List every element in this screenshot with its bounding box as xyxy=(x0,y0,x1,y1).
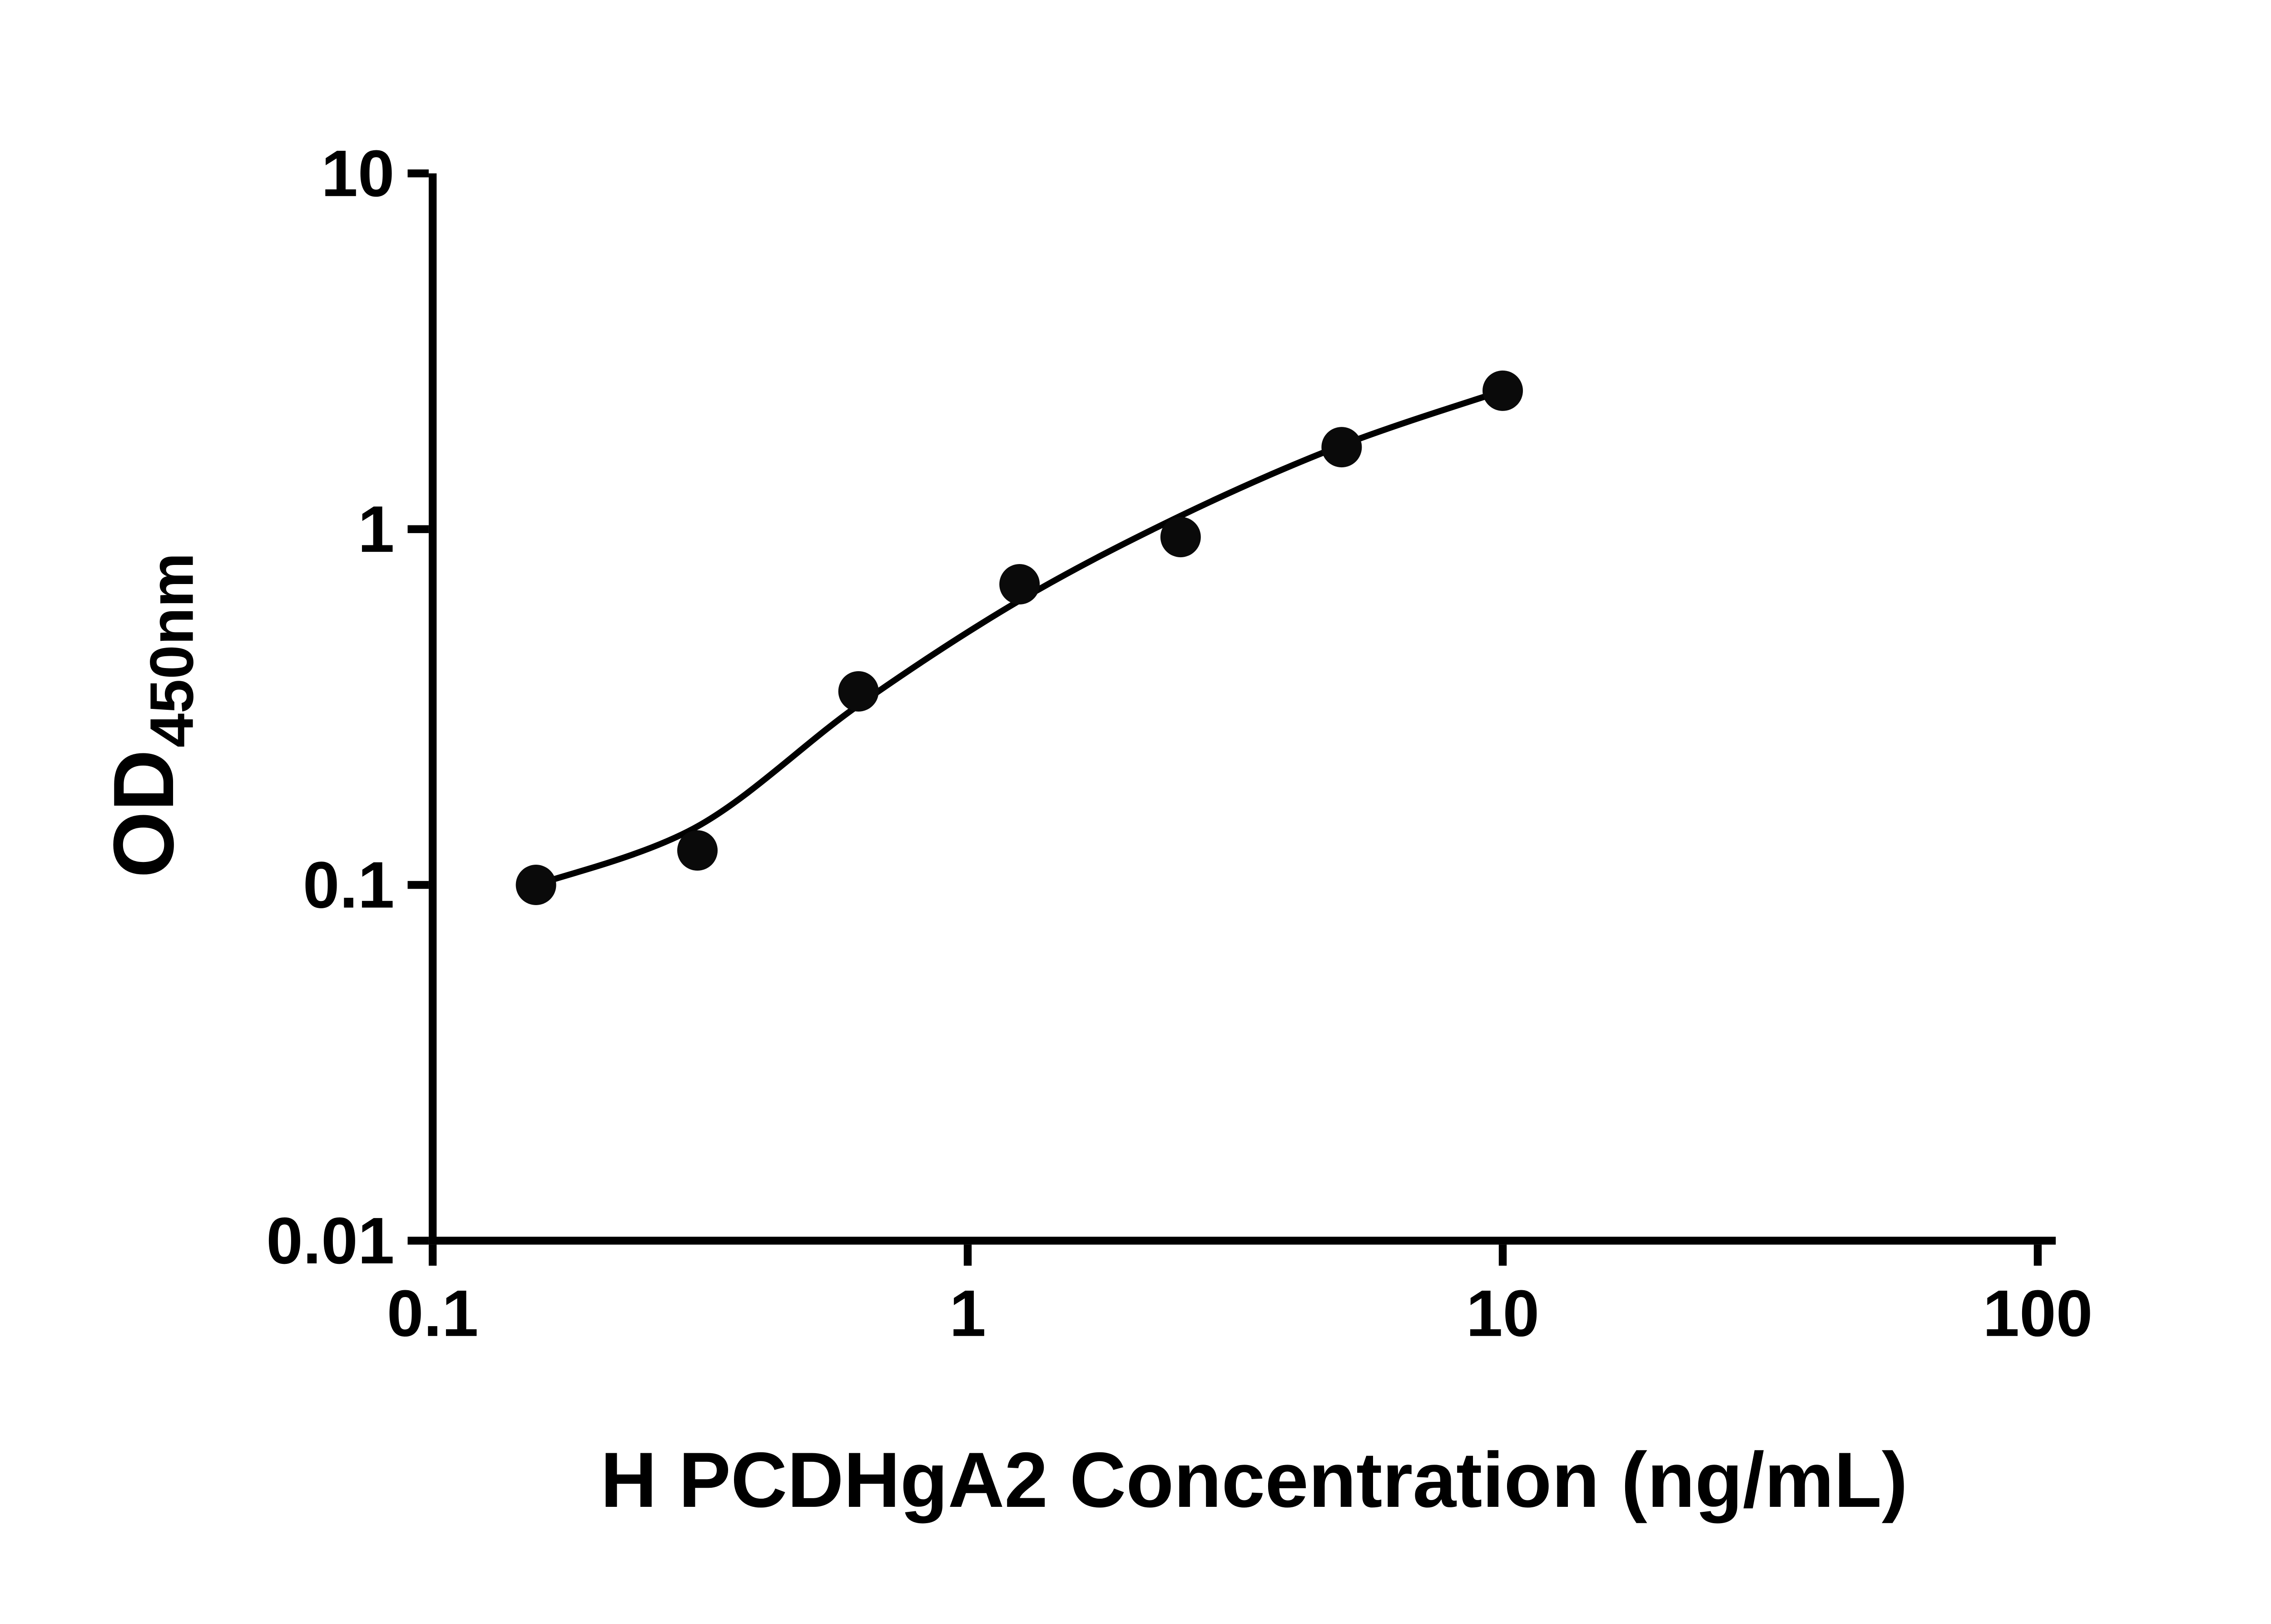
data-point xyxy=(677,830,718,871)
x-tick-label: 100 xyxy=(1983,1277,2092,1350)
x-tick-label: 10 xyxy=(1466,1277,1539,1350)
y-tick-label: 0.1 xyxy=(303,848,395,922)
x-tick-label: 1 xyxy=(949,1277,986,1350)
data-point xyxy=(1483,370,1523,411)
x-axis-title: H PCDHgA2 Concentration (ng/mL) xyxy=(600,1436,1908,1524)
y-axis-title-main: OD xyxy=(95,749,191,878)
data-point xyxy=(999,564,1040,605)
data-point xyxy=(516,865,556,906)
fit-curve-line xyxy=(535,387,1504,888)
data-point xyxy=(1160,517,1201,558)
data-point xyxy=(1321,427,1362,468)
tick-marks xyxy=(407,169,2042,1266)
y-axis-title-subscript: 450nm xyxy=(137,553,206,748)
y-tick-label: 10 xyxy=(321,137,394,210)
data-point xyxy=(838,671,879,712)
y-tick-label: 0.01 xyxy=(266,1204,394,1277)
y-tick-label: 1 xyxy=(358,492,395,566)
axes xyxy=(428,173,2056,1245)
data-points xyxy=(516,370,1523,906)
x-tick-label: 0.1 xyxy=(387,1277,479,1350)
y-axis-title: OD 450nm xyxy=(95,553,206,878)
